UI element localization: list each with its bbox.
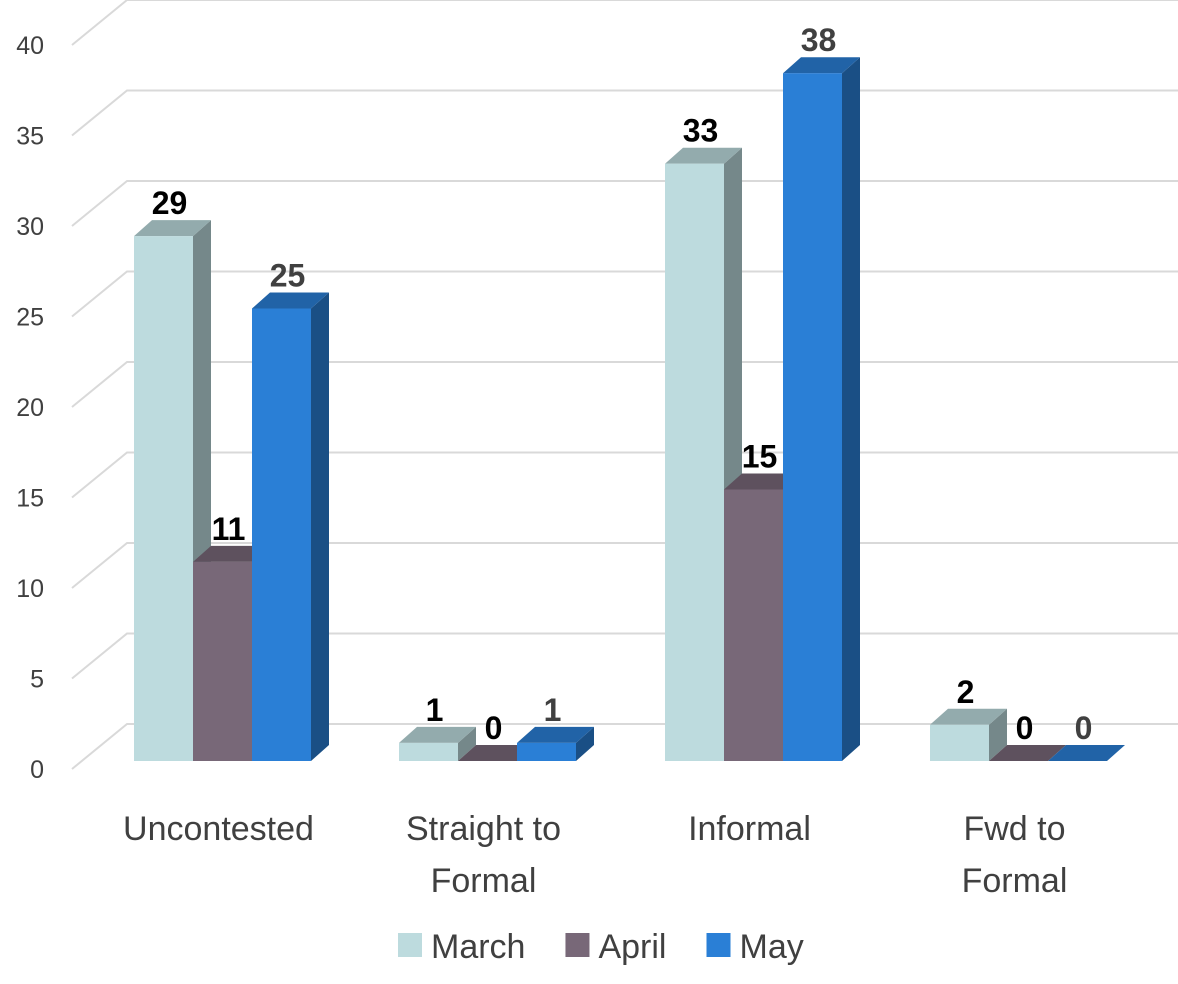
x-category-label: Uncontested	[123, 810, 314, 848]
y-tick-label: 30	[16, 213, 44, 241]
bar-side	[311, 292, 329, 761]
x-category-label: Fwd to Formal	[962, 810, 1068, 900]
x-category-label: Straight to Formal	[406, 810, 561, 900]
y-tick-label: 15	[16, 485, 44, 513]
data-label: 0	[485, 710, 503, 746]
data-label: 1	[544, 692, 562, 728]
bar-top	[989, 745, 1066, 761]
bar-front	[193, 561, 252, 761]
bar-front	[134, 236, 193, 762]
bar-side	[989, 708, 1007, 761]
bar-front	[724, 489, 783, 761]
y-tick-label: 35	[16, 123, 44, 151]
legend-swatch	[706, 933, 731, 957]
bar-top	[930, 708, 1007, 725]
bar-front	[399, 742, 458, 761]
data-label: 11	[212, 511, 246, 547]
data-label: 29	[152, 185, 188, 221]
gridlines	[71, 0, 1178, 770]
bar-top	[134, 220, 211, 237]
bar	[399, 726, 476, 761]
legend-label: March	[431, 928, 525, 966]
bar-front	[252, 308, 311, 761]
bar-top	[724, 473, 801, 490]
y-tick-label: 10	[16, 575, 44, 603]
bar-top	[193, 545, 270, 562]
bar	[517, 726, 594, 761]
bar-front	[665, 163, 724, 761]
bar-top	[783, 57, 860, 74]
y-tick-label: 20	[16, 394, 44, 422]
legend: March April May	[398, 928, 804, 966]
bar-top	[252, 292, 329, 309]
gridline	[71, 451, 1178, 499]
data-label: 38	[801, 22, 837, 58]
bar-side	[842, 57, 860, 761]
bar-top	[458, 745, 535, 761]
legend-item: March	[398, 928, 525, 966]
gridline	[71, 0, 1178, 46]
legend-swatch	[565, 933, 590, 957]
gridline	[71, 270, 1178, 318]
bar	[930, 708, 1007, 761]
gridline	[71, 180, 1178, 227]
legend-label: April	[598, 928, 666, 966]
y-tick-label: 25	[16, 304, 44, 332]
x-axis-categories: Uncontested Straight to Formal Informal Fwd …	[123, 810, 1067, 900]
legend-item: May	[706, 928, 804, 966]
legend-item: April	[565, 928, 667, 966]
bar-front	[930, 724, 989, 761]
data-label: 1	[426, 692, 444, 728]
bar	[989, 745, 1066, 761]
y-tick-label: 40	[16, 32, 44, 60]
data-label: 0	[1075, 710, 1093, 746]
data-label: 0	[1016, 710, 1034, 746]
legend-label: May	[740, 928, 804, 966]
data-label: 25	[270, 258, 306, 294]
bar-side	[458, 726, 476, 761]
bar	[458, 745, 535, 761]
y-tick-label: 5	[30, 666, 44, 694]
bar-front	[517, 742, 576, 761]
bar-front	[783, 73, 842, 761]
data-label: 15	[742, 439, 778, 475]
gridline	[71, 361, 1178, 408]
data-label: 33	[683, 113, 719, 149]
y-axis-ticks: 0 5 10 15 20 25 30 35 40	[16, 32, 44, 784]
bar	[783, 57, 860, 761]
bar-side	[576, 726, 594, 761]
bar-top	[665, 147, 742, 164]
bars	[134, 57, 1125, 762]
gridline	[71, 89, 1178, 137]
bar	[252, 292, 329, 761]
bar	[1048, 745, 1125, 761]
bar-top	[399, 726, 476, 743]
bar-top	[1048, 745, 1125, 761]
x-category-label: Informal	[688, 810, 811, 848]
bar-top	[517, 726, 594, 743]
data-labels: 29 11 25 1 0 1 33 15 38 2 0 0	[152, 22, 1093, 746]
legend-swatch	[398, 933, 422, 957]
data-label: 2	[957, 674, 975, 710]
y-tick-label: 0	[30, 756, 44, 784]
